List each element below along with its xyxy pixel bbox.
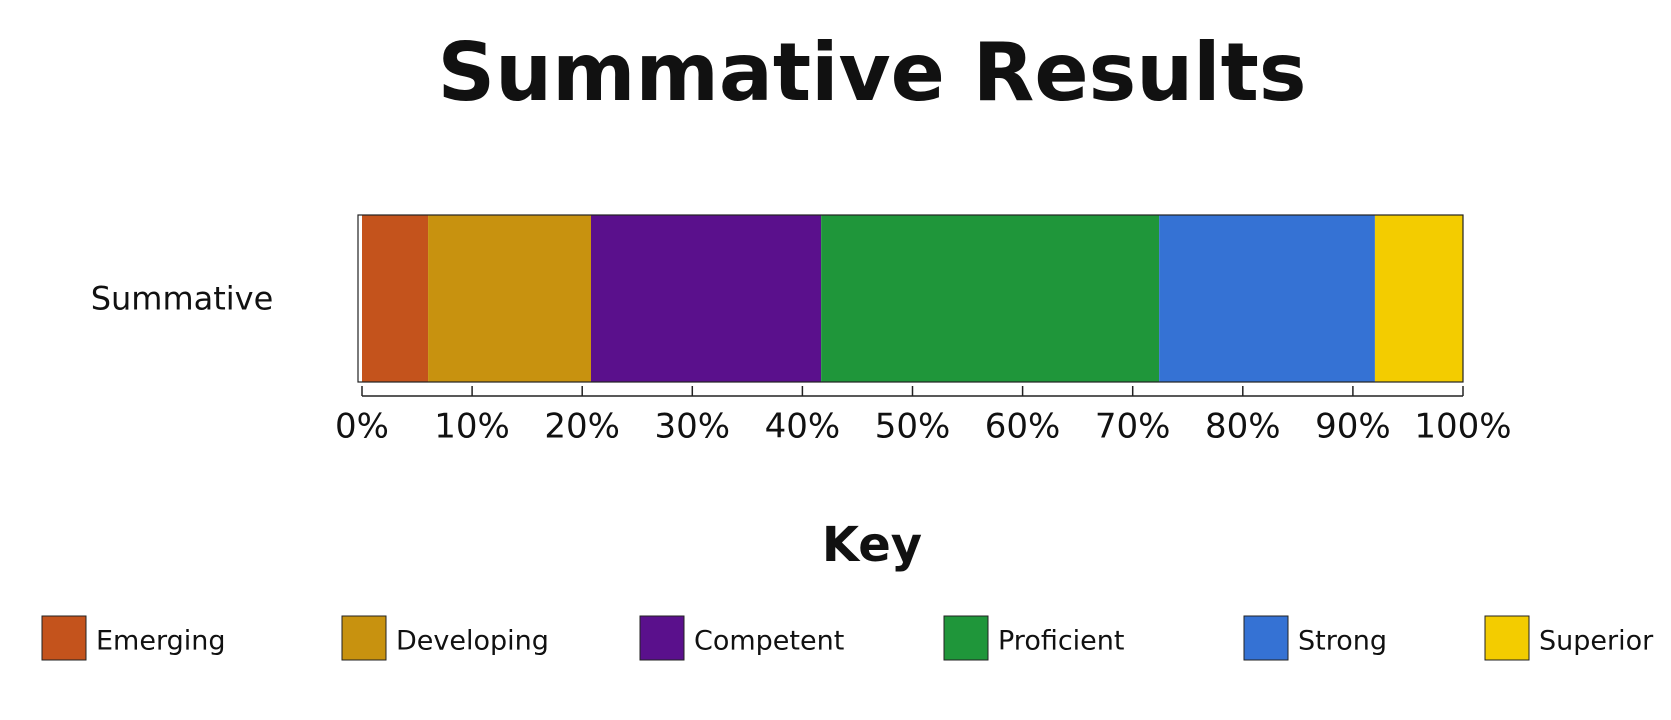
bar-segment [428,215,592,382]
x-tick-label: 0% [335,407,389,447]
x-tick-label: 90% [1315,407,1391,447]
x-tick-label: 50% [875,407,951,447]
legend-label: Competent [694,626,844,657]
x-tick-label: 80% [1205,407,1281,447]
legend-label: Emerging [96,626,226,657]
chart-title: Summative Results [438,26,1307,119]
bar-segment [821,215,1160,382]
x-tick-label: 10% [434,407,510,447]
legend-swatch [1484,615,1530,661]
x-tick-label: 60% [985,407,1061,447]
bar-segment [1374,215,1463,382]
x-tick-label: 100% [1414,407,1511,447]
x-tick-label: 30% [655,407,731,447]
legend-label: Superior [1539,626,1654,657]
legend-label: Strong [1298,626,1387,657]
bar-segment [1159,215,1375,382]
x-tick-label: 40% [765,407,841,447]
category-label: Summative [91,280,274,318]
legend-label: Developing [396,626,549,657]
legend-label: Proficient [998,626,1125,657]
bar-segment [591,215,822,382]
x-tick-label: 20% [544,407,620,447]
bar-segment [362,215,429,382]
legend-swatch [341,615,387,661]
legend-title: Key [822,517,922,573]
legend-swatch [639,615,685,661]
x-tick-label: 70% [1095,407,1171,447]
legend-swatch [41,615,87,661]
bar-outline [357,214,1464,383]
legend-swatch [1243,615,1289,661]
legend-swatch [943,615,989,661]
